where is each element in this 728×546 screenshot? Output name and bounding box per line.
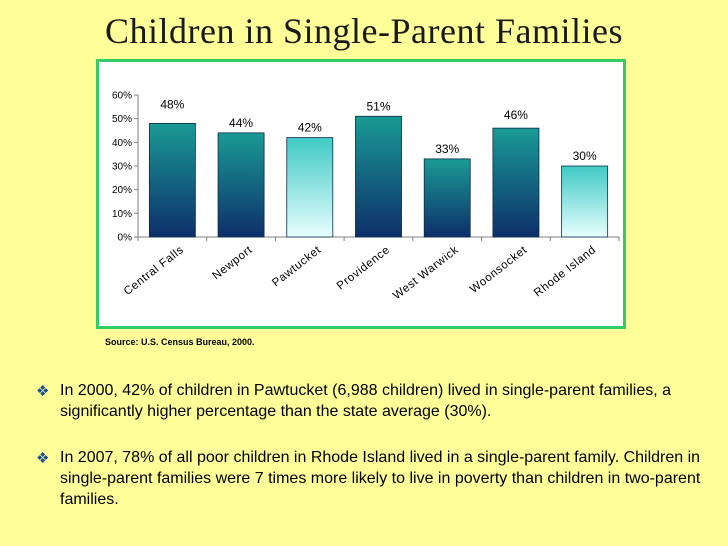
y-tick-label: 0%: [118, 233, 133, 244]
bullet-item: ❖ In 2007, 78% of all poor children in R…: [36, 447, 706, 510]
x-tick-label: Woonsocket: [468, 244, 530, 296]
bar: [561, 165, 609, 238]
x-tick-label: Newport: [210, 244, 255, 283]
bar-chart: 0% 10% 20% 30% 40% 50% 60% 48% Central Falls 44% N…: [112, 91, 620, 302]
diamond-bullet-icon: ❖: [36, 450, 50, 467]
bar: [217, 132, 265, 238]
slide-title: Children in Single-Parent Families: [105, 11, 623, 51]
bar: [148, 123, 196, 238]
x-tick-label: Pawtucket: [270, 244, 324, 290]
y-tick-label: 20%: [112, 185, 132, 196]
bullet-text: In 2007, 78% of all poor children in Rho…: [60, 449, 701, 508]
x-tick-label: Providence: [335, 244, 392, 293]
bar: [423, 158, 471, 238]
y-tick-label: 40%: [112, 138, 132, 149]
chart-source-note: Source: U.S. Census Bureau, 2000.: [105, 337, 255, 347]
y-tick-label: 50%: [112, 114, 132, 125]
y-tick-label: 10%: [112, 209, 132, 220]
data-label: 30%: [573, 149, 597, 163]
diamond-bullet-icon: ❖: [36, 383, 50, 400]
bullet-item: ❖ In 2000, 42% of children in Pawtucket …: [36, 380, 706, 422]
bar: [492, 127, 540, 238]
data-label: 44%: [229, 116, 253, 130]
y-tick-label: 30%: [112, 162, 132, 173]
bullet-text: In 2000, 42% of children in Pawtucket (6…: [60, 382, 671, 420]
bar: [286, 137, 334, 238]
data-label: 33%: [435, 142, 459, 156]
data-label: 48%: [160, 97, 184, 111]
x-tick-label: West Warwick: [391, 244, 461, 302]
bar: [355, 115, 402, 238]
y-tick-label: 60%: [112, 91, 132, 102]
data-label: 51%: [366, 99, 390, 113]
x-tick-label: Rhode Island: [532, 244, 598, 300]
data-label: 42%: [298, 121, 322, 135]
data-label: 46%: [504, 108, 528, 122]
x-tick-label: Central Falls: [122, 244, 186, 298]
